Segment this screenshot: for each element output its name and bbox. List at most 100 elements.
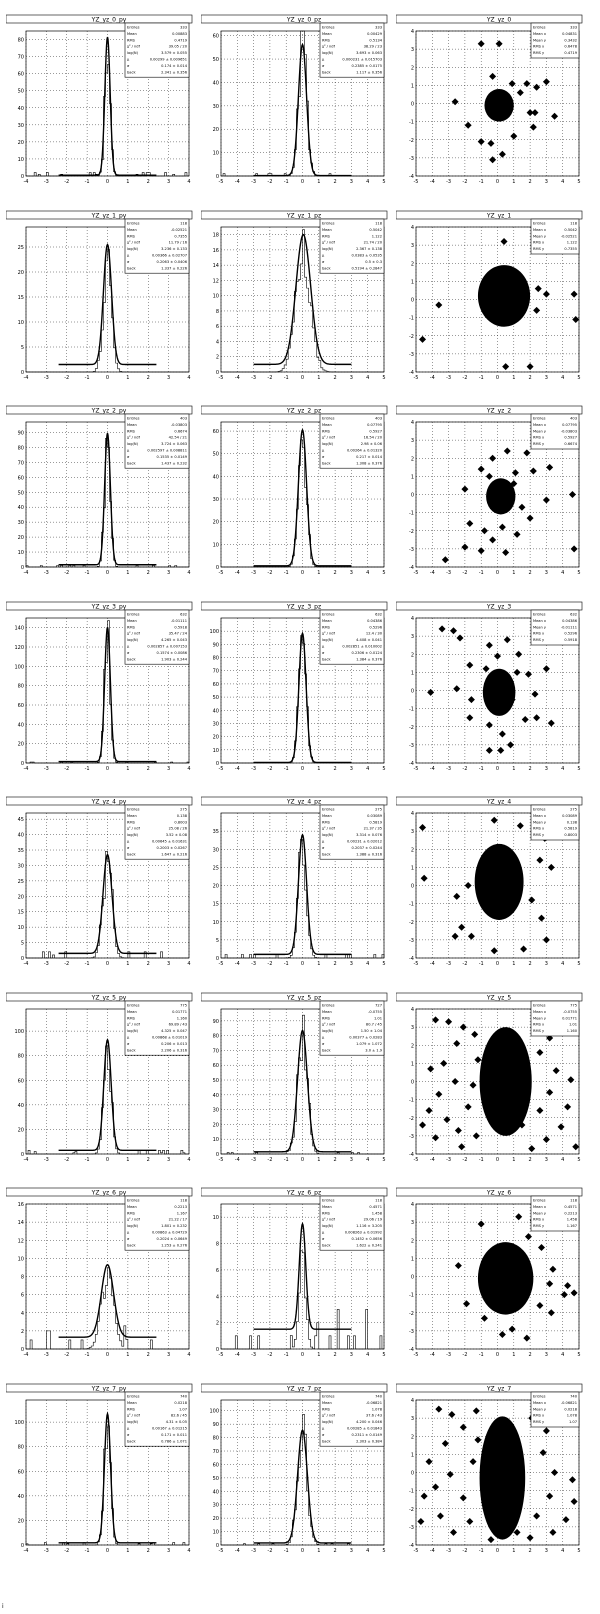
title-box [395,601,583,610]
stats-key: RMS [322,625,331,629]
stats-key: Mean [322,32,332,36]
x-tick-label: 4 [187,570,190,576]
x-tick-label: -1 [284,1352,289,1358]
y-tick-label: 40 [213,1489,219,1495]
stats-key: σ [127,650,130,654]
stats-key: σ [127,64,130,68]
plot-yz-yz-3-py: YZ_yz_3_py -4 -3 -2 -1 0 1 2 3 4 0 20 40 60 80 100 120 14… [5,601,196,791]
stats-key: Mean [127,32,137,36]
stats-box [530,609,580,645]
y-tick-label: -3 [409,351,414,357]
x-tick-label: -2 [267,961,272,967]
x-tick-label: 0 [106,570,109,576]
y-tick-label: 60 [18,1078,24,1084]
scatter-point [477,138,485,146]
y-tick-label: 1 [411,279,414,285]
stats-value: 0.6478 [564,45,577,49]
y-tick-label: 0 [21,1152,24,1158]
y-tick-label: 10 [18,1256,24,1262]
y-tick-label: 15 [213,902,219,908]
stats-key: Mean y [533,820,547,824]
x-tick-label: -3 [446,1157,451,1163]
x-tick-label: 4 [366,1352,369,1358]
scatter-point [503,447,511,455]
stats-key: σ [322,846,325,850]
y-tick-label: 0 [216,956,219,962]
x-tick-label: 3 [167,179,170,185]
stats-key: μ [127,840,130,844]
y-tick-label: -2 [409,920,414,926]
x-tick-label: -5 [219,1157,224,1163]
plot-yz-yz-4-pz: YZ_yz_4_pz -5 -4 -3 -2 -1 0 1 2 3 4 5 0 5 10 15 20 25 30 35… [200,796,391,986]
stats-key: Mean y [533,1211,547,1215]
x-tick-label: 4 [187,961,190,967]
x-tick-label: -3 [446,375,451,381]
x-tick-label: -3 [446,1548,451,1554]
scatter-point [432,1015,440,1023]
x-tick-label: -2 [267,179,272,185]
y-tick-label: 10 [213,542,219,548]
y-tick-label: 1 [411,865,414,871]
stats-value: 0.1535 ± 0.0149 [157,455,188,459]
x-tick-label: 3 [545,1548,548,1554]
scatter-point [529,467,537,475]
stats-key: σ [127,1041,130,1045]
scatter-point [487,139,495,147]
plot-title: YZ_yz_0 [486,17,511,24]
stats-value: 0.7355 [174,234,187,238]
y-tick-label: 100 [14,664,24,670]
scatter-point [463,1300,471,1308]
stats-value: 118 [180,1199,188,1203]
stats-value: 21.22 / 17 [169,1218,187,1222]
histogram-series [26,851,189,959]
y-tick-label: 40 [213,474,219,480]
x-tick-label: -3 [446,766,451,772]
y-tick-label: 90 [213,642,219,648]
scatter-point [453,892,461,900]
x-tick-label: -2 [64,766,69,772]
stats-key: RMS y [533,1224,545,1228]
x-tick-label: 2 [529,766,532,772]
y-tick-label: 8 [216,308,219,314]
scatter-point [451,932,459,940]
x-tick-label: -4 [235,766,240,772]
plot-title: YZ_yz_3_pz [286,603,321,610]
stats-value: 2.367 ± 0.138 [356,247,383,251]
y-tick-label: 4 [411,29,414,35]
y-tick-label: -2 [409,1311,414,1317]
y-tick-label: 35 [213,829,219,835]
x-tick-label: 0 [106,1548,109,1554]
y-tick-label: 20 [213,1516,219,1522]
x-tick-label: 2 [147,179,150,185]
stats-value: 4.408 ± 0.041 [356,638,382,642]
fit-curve [253,1221,352,1330]
stats-value: 1.622 ± 0.241 [356,1243,382,1247]
corner-mark: i [2,1603,4,1610]
y-tick-label: 80 [18,445,24,451]
x-tick-label: 4 [561,1548,564,1554]
stats-box [530,1195,580,1232]
fit-curve [253,43,352,177]
y-tick-label: 50 [213,1475,219,1481]
stats-value: 0.2063 ± 0.0406 [157,259,188,263]
fit-curve [58,1410,157,1543]
stats-key: χ² / ndf [127,631,141,635]
scatter-point [546,463,554,471]
title-box [395,210,583,219]
stats-key: RMS x [533,1413,545,1417]
y-tick-label: 4 [411,420,414,426]
scatter-point [523,80,531,88]
y-tick-label: 60 [213,1462,219,1468]
x-tick-label: 2 [147,1157,150,1163]
stats-value: 118 [375,221,383,225]
stats-key: Mean [322,1009,332,1013]
y-tick-label: -2 [409,1506,414,1512]
y-tick-label: 40 [18,722,24,728]
histogram-series [221,1014,384,1154]
x-tick-label: 2 [334,375,337,381]
stats-key: RMS y [533,51,545,55]
scatter-point [464,882,472,889]
stats-key: μ [127,1231,130,1235]
x-tick-label: 1 [126,961,129,967]
y-tick-label: 20 [18,894,24,900]
